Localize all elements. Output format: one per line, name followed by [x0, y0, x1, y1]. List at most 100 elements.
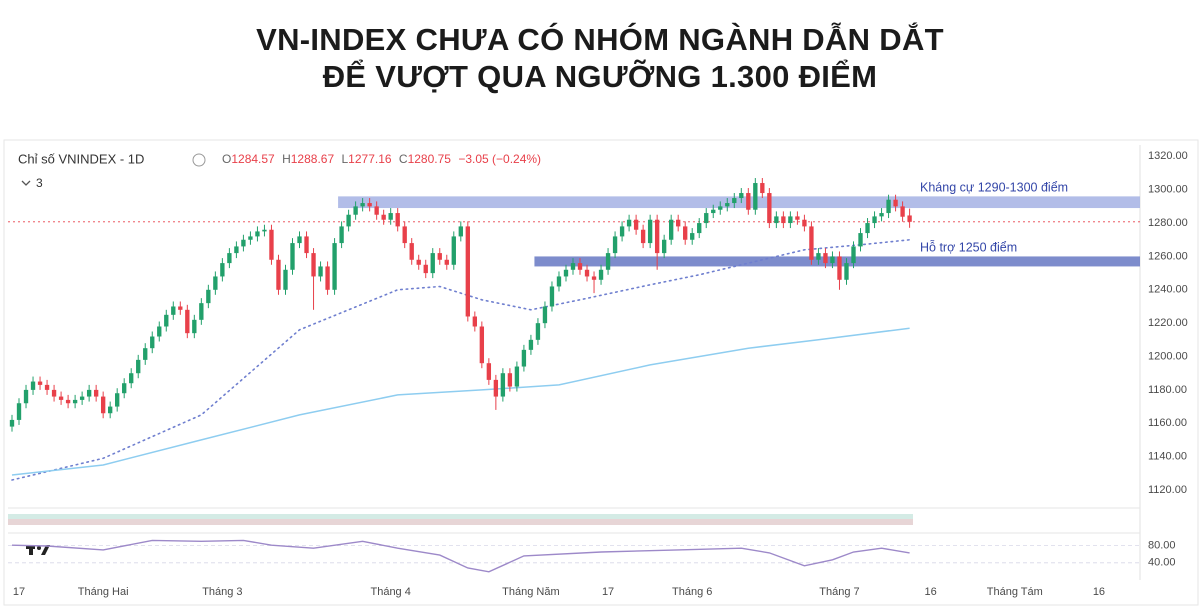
candle-body: [486, 363, 492, 380]
candle-body: [227, 253, 232, 264]
candle-body: [837, 256, 842, 280]
candle-body: [640, 229, 646, 244]
candle-body: [767, 193, 772, 224]
y-tick-label: 1220.00: [1148, 317, 1188, 329]
candle-body: [739, 193, 744, 199]
band-label: Kháng cự 1290-1300 điểm: [920, 181, 1068, 195]
level-band: [534, 256, 1140, 267]
candle-body: [823, 253, 828, 264]
ohlc-value: 1280.75: [408, 152, 452, 166]
candle-body: [654, 219, 660, 254]
candle-body: [605, 253, 611, 270]
candle-body: [388, 213, 393, 220]
candle-body: [72, 399, 78, 404]
candle-body: [65, 399, 71, 404]
candle-body: [30, 381, 36, 390]
candle-body: [493, 379, 499, 397]
candle-body: [185, 309, 190, 334]
rsi-tick-label: 40.00: [1148, 557, 1176, 569]
x-tick-label: 17: [602, 586, 614, 598]
candle-body: [795, 216, 800, 220]
candle-body: [220, 263, 225, 277]
candle-body: [886, 199, 891, 214]
candle-body: [725, 203, 730, 207]
candle-body: [858, 233, 863, 247]
candle-body: [788, 216, 793, 224]
ohlc-key: L: [341, 152, 348, 166]
candle-body: [178, 306, 183, 310]
candle-body: [353, 206, 358, 215]
candle-body: [774, 216, 779, 224]
candle-body: [374, 206, 379, 215]
x-tick-label: Tháng 7: [819, 586, 859, 598]
candle-body: [872, 216, 877, 224]
title-line: VN-INDEX CHƯA CÓ NHÓM NGÀNH DẪN DẮT: [256, 21, 944, 57]
ohlc-value: 1288.67: [291, 152, 335, 166]
moving-average: [11, 327, 910, 476]
symbol-label: Chỉ số VNINDEX - 1D: [18, 151, 144, 166]
candle-body: [809, 226, 814, 260]
candle-body: [136, 359, 141, 374]
candle-body: [612, 236, 618, 254]
candle-body: [563, 269, 569, 277]
collapse-icon[interactable]: [21, 180, 31, 186]
candle-body: [465, 226, 470, 317]
band-label: Hỗ trợ 1250 điểm: [920, 240, 1017, 255]
candle-body: [395, 213, 400, 227]
candle-body: [647, 219, 653, 244]
tv-logo: [26, 545, 50, 555]
candle-body: [304, 236, 309, 254]
rsi-tick-label: 80.00: [1148, 540, 1176, 552]
candle-body: [851, 246, 856, 264]
candle-body: [549, 286, 555, 307]
y-tick-label: 1320.00: [1148, 150, 1188, 162]
x-tick-label: Tháng Năm: [502, 586, 559, 598]
volume-strip: [8, 519, 913, 525]
candle-body: [325, 266, 330, 290]
x-tick-label: 17: [13, 586, 25, 598]
candle-body: [192, 319, 197, 334]
x-tick-label: Tháng 4: [370, 586, 410, 598]
candle-body: [844, 263, 849, 280]
candle-body: [86, 389, 92, 397]
y-tick-label: 1120.00: [1148, 484, 1187, 496]
header-row: Chỉ số VNINDEX - 1D O1284.57 H1288.67 L1…: [18, 151, 541, 190]
candle-body: [423, 264, 428, 274]
candle-body: [416, 259, 421, 265]
candle-body: [697, 223, 702, 234]
candle-body: [346, 214, 351, 227]
y-tick-label: 1280.00: [1148, 217, 1188, 229]
candle-body: [451, 236, 456, 265]
candle-body: [339, 226, 344, 244]
menu-icon[interactable]: [192, 153, 206, 167]
candle-body: [683, 226, 688, 240]
candle-body: [893, 199, 898, 207]
candle-body: [108, 406, 113, 414]
y-tick-label: 1180.00: [1148, 384, 1187, 396]
candle-body: [802, 219, 807, 227]
candle-body: [311, 253, 316, 277]
candle-body: [129, 373, 134, 384]
candle-body: [676, 219, 681, 227]
ohlc-readout: O1284.57 H1288.67 L1277.16 C1280.75 −3.0…: [222, 152, 541, 166]
candle-body: [711, 209, 716, 214]
candle-body: [753, 183, 758, 210]
x-tick-label: Tháng 6: [672, 586, 712, 598]
y-tick-label: 1140.00: [1148, 451, 1187, 463]
candle-body: [444, 259, 449, 265]
candle-body: [704, 213, 709, 224]
candle-body: [879, 213, 884, 217]
candle-body: [542, 306, 548, 324]
candle-body: [44, 384, 50, 390]
candle-body: [437, 253, 442, 260]
candle-body: [500, 373, 506, 397]
candle-body: [276, 259, 281, 290]
candle-body: [234, 246, 239, 254]
candle-body: [37, 381, 43, 385]
moving-average: [11, 239, 911, 481]
chart-card: [3, 139, 1199, 606]
ohlc-value: 1284.57: [231, 152, 275, 166]
candle-body: [472, 316, 477, 327]
candle-body: [164, 314, 169, 327]
